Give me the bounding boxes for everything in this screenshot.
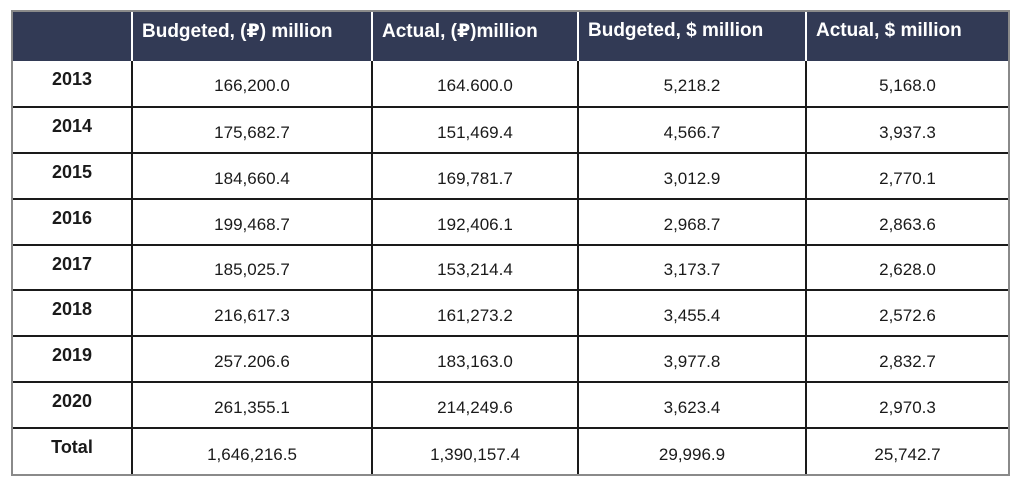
cell-budgeted-rub: 166,200.0 — [131, 61, 373, 108]
row-year: 2013 — [13, 61, 133, 108]
cell-budgeted-rub: 175,682.7 — [131, 105, 373, 154]
row-year: 2017 — [13, 243, 133, 292]
cell-budgeted-rub: 261,355.1 — [131, 381, 373, 429]
cell-actual-rub: 183,163.0 — [371, 335, 579, 384]
table-row-total: Total 1,646,216.5 1,390,157.4 29,996.9 2… — [13, 427, 1008, 474]
cell-budgeted-rub: 257.206.6 — [131, 335, 373, 384]
cell-budgeted-usd: 3,455.4 — [577, 289, 807, 338]
row-year: 2015 — [13, 151, 133, 200]
cell-actual-rub-total: 1,390,157.4 — [371, 427, 579, 474]
cell-actual-usd: 2,770.1 — [805, 151, 1008, 200]
cell-actual-rub: 151,469.4 — [371, 105, 579, 154]
cell-budgeted-usd: 5,218.2 — [577, 61, 807, 108]
table-row: 2015 184,660.4 169,781.7 3,012.9 2,770.1 — [13, 151, 1008, 200]
cell-actual-rub: 169,781.7 — [371, 151, 579, 200]
cell-budgeted-rub: 199,468.7 — [131, 197, 373, 246]
cell-budgeted-rub-total: 1,646,216.5 — [131, 427, 373, 474]
cell-budgeted-usd-total: 29,996.9 — [577, 427, 807, 474]
cell-budgeted-usd: 3,977.8 — [577, 335, 807, 384]
row-year: 2014 — [13, 105, 133, 154]
cell-budgeted-rub: 216,617.3 — [131, 289, 373, 338]
cell-budgeted-usd: 2,968.7 — [577, 197, 807, 246]
table-row: 2018 216,617.3 161,273.2 3,455.4 2,572.6 — [13, 289, 1008, 338]
header-actual-usd: Actual, $ million — [806, 12, 1008, 61]
header-budgeted-rub: Budgeted, (₽) million — [132, 12, 373, 61]
table-row: 2020 261,355.1 214,249.6 3,623.4 2,970.3 — [13, 381, 1008, 429]
table-row: 2016 199,468.7 192,406.1 2,968.7 2,863.6 — [13, 197, 1008, 246]
cell-budgeted-usd: 4,566.7 — [577, 105, 807, 154]
cell-actual-usd: 2,863.6 — [805, 197, 1008, 246]
header-row: Budgeted, (₽) million Actual, (₽)million… — [13, 12, 1008, 61]
cell-budgeted-rub: 184,660.4 — [131, 151, 373, 200]
cell-actual-rub: 161,273.2 — [371, 289, 579, 338]
budget-table-container: Budgeted, (₽) million Actual, (₽)million… — [11, 10, 1010, 476]
cell-actual-usd: 2,628.0 — [805, 243, 1008, 292]
row-year: 2019 — [13, 335, 133, 384]
cell-actual-usd: 2,970.3 — [805, 381, 1008, 429]
table-row: 2017 185,025.7 153,214.4 3,173.7 2,628.0 — [13, 243, 1008, 292]
cell-actual-rub: 214,249.6 — [371, 381, 579, 429]
cell-budgeted-usd: 3,623.4 — [577, 381, 807, 429]
row-year: 2016 — [13, 197, 133, 246]
cell-actual-usd-total: 25,742.7 — [805, 427, 1008, 474]
header-corner — [13, 12, 133, 61]
header-actual-rub: Actual, (₽)million — [372, 12, 579, 61]
cell-actual-rub: 192,406.1 — [371, 197, 579, 246]
cell-budgeted-rub: 185,025.7 — [131, 243, 373, 292]
cell-budgeted-usd: 3,012.9 — [577, 151, 807, 200]
cell-actual-usd: 5,168.0 — [805, 61, 1008, 108]
row-total-label: Total — [13, 427, 133, 474]
row-year: 2020 — [13, 381, 133, 429]
cell-actual-usd: 2,832.7 — [805, 335, 1008, 384]
row-year: 2018 — [13, 289, 133, 338]
cell-actual-usd: 3,937.3 — [805, 105, 1008, 154]
header-budgeted-usd: Budgeted, $ million — [578, 12, 807, 61]
cell-actual-rub: 153,214.4 — [371, 243, 579, 292]
cell-actual-rub: 164.600.0 — [371, 61, 579, 108]
table-row: 2014 175,682.7 151,469.4 4,566.7 3,937.3 — [13, 105, 1008, 154]
cell-actual-usd: 2,572.6 — [805, 289, 1008, 338]
cell-budgeted-usd: 3,173.7 — [577, 243, 807, 292]
table-row: 2013 166,200.0 164.600.0 5,218.2 5,168.0 — [13, 61, 1008, 108]
budget-table: Budgeted, (₽) million Actual, (₽)million… — [13, 12, 1008, 474]
table-row: 2019 257.206.6 183,163.0 3,977.8 2,832.7 — [13, 335, 1008, 384]
